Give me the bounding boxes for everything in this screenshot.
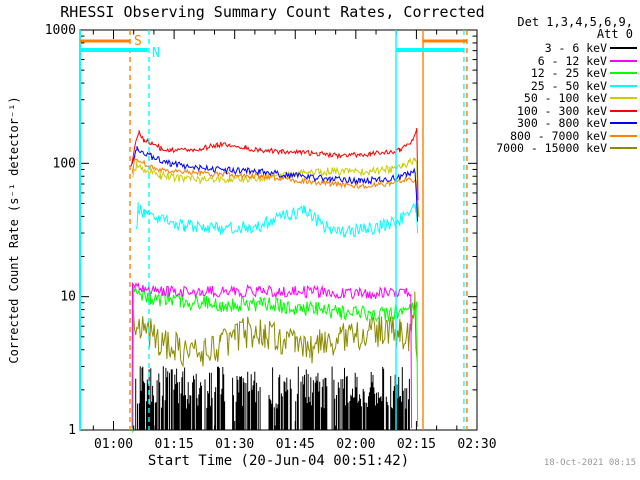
saa-flag-bar	[423, 39, 467, 43]
series-7000-15000keV	[132, 291, 418, 425]
x-axis-label: Start Time (20-Jun-04 00:51:42)	[147, 453, 410, 469]
saa-flag-bar	[80, 39, 130, 43]
x-tick-label: 01:00	[94, 437, 133, 452]
chart-title: RHESSI Observing Summary Count Rates, Co…	[60, 3, 485, 21]
night-flag-bar	[396, 48, 464, 52]
x-tick-label: 02:30	[457, 437, 496, 452]
series-50-100keV	[132, 156, 419, 216]
night-flag-label: N	[152, 46, 160, 61]
x-tick-label: 02:15	[397, 437, 436, 452]
series-300-800keV	[131, 146, 419, 222]
series-800-7000keV	[131, 155, 420, 218]
series-100-300keV	[130, 127, 419, 201]
x-tick-label: 01:15	[155, 437, 194, 452]
plot-timestamp: 18-Oct-2021 08:15	[543, 458, 636, 468]
night-flag-bar	[80, 48, 148, 52]
series-25-50keV	[135, 202, 419, 238]
series-12-25keV	[132, 287, 419, 433]
series-6-12keV	[131, 281, 413, 429]
y-tick-label: 1000	[45, 23, 76, 38]
x-tick-label: 02:00	[336, 437, 375, 452]
series-3-6keV	[135, 366, 410, 430]
y-tick-label: 100	[53, 156, 76, 171]
x-tick-label: 01:30	[215, 437, 254, 452]
x-tick-label: 01:45	[276, 437, 315, 452]
y-tick-label: 10	[60, 290, 76, 305]
y-tick-label: 1	[68, 423, 76, 438]
saa-flag-label: S	[134, 34, 142, 49]
